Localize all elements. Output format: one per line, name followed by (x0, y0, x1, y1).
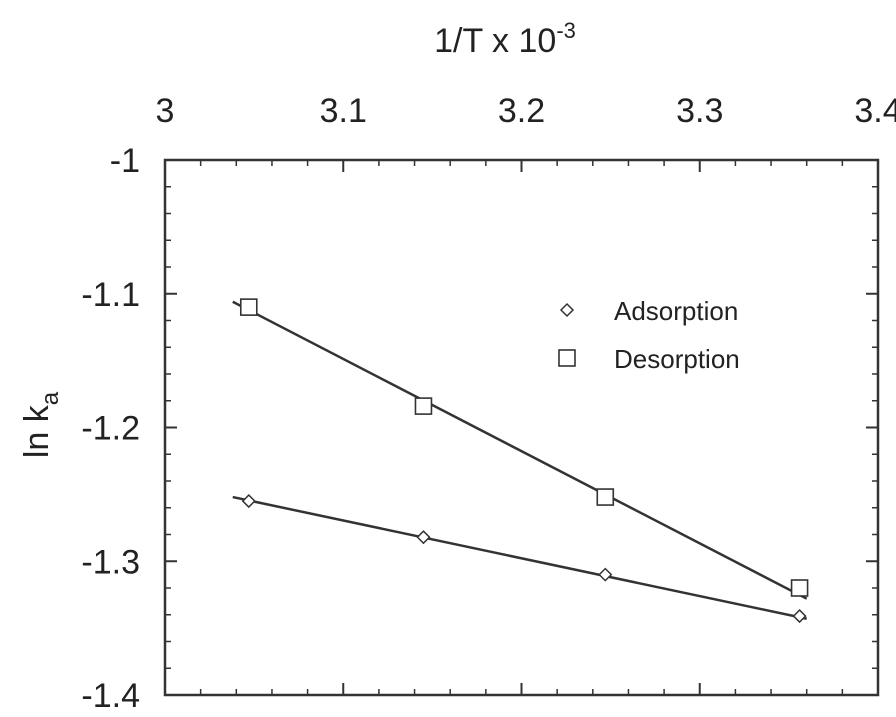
y-tick-label: -1.3 (81, 543, 140, 581)
y-tick-label: -1.4 (81, 677, 140, 715)
adsorption-point (416, 530, 431, 545)
x-tick-label: 3 (156, 92, 175, 130)
desorption-point (414, 397, 433, 415)
legend-desorption-marker (558, 349, 576, 367)
x-tick-label: 3.1 (320, 92, 367, 130)
legend-adsorption-marker (559, 302, 575, 318)
y-axis-title: ln ka (18, 391, 64, 458)
desorption-point (596, 488, 615, 506)
x-tick-label: 3.3 (676, 92, 723, 130)
adsorption-point (241, 494, 256, 509)
desorption-fit-line (232, 300, 808, 600)
y-tick-label: -1 (110, 142, 140, 180)
desorption-point (239, 298, 258, 316)
legend-desorption-label: Desorption (614, 344, 740, 374)
adsorption-fit-line (232, 495, 807, 620)
x-tick-label: 3.2 (498, 92, 545, 130)
desorption-point (790, 579, 809, 597)
adsorption-point (598, 567, 613, 582)
y-tick-label: -1.1 (81, 276, 140, 314)
x-axis-title: 1/T x 10-3 (434, 18, 576, 60)
adsorption-point (792, 609, 807, 624)
plot-frame (163, 158, 880, 697)
x-tick-label: 3.4 (854, 92, 896, 130)
legend-adsorption-label: Adsorption (614, 296, 738, 326)
y-tick-label: -1.2 (81, 410, 140, 448)
